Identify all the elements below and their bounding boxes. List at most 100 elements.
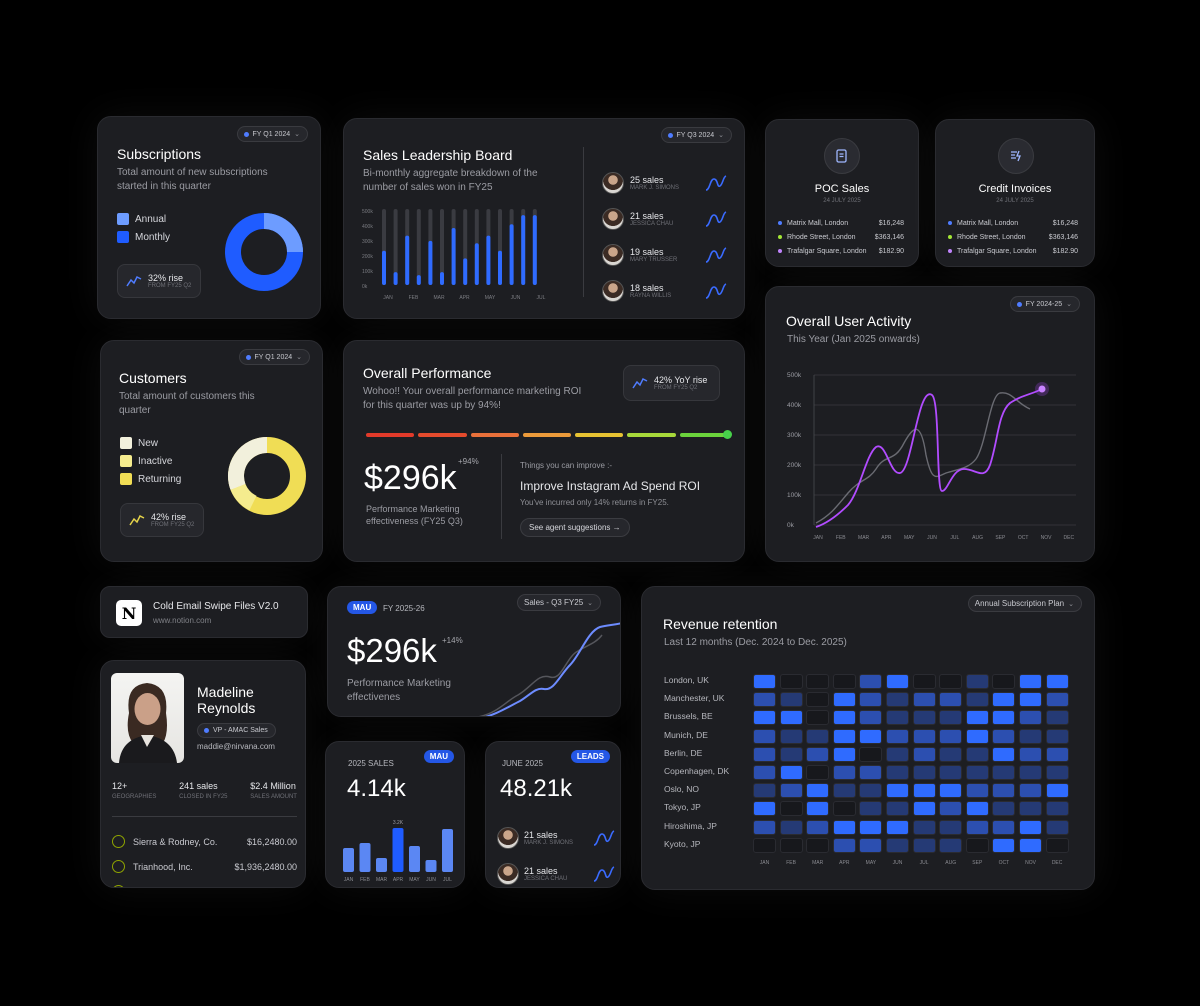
heatmap-cell[interactable] [1045, 837, 1069, 853]
heatmap-cell[interactable] [965, 801, 989, 817]
heatmap-cell[interactable] [992, 783, 1016, 799]
heatmap-cell[interactable] [1045, 783, 1069, 799]
heatmap-cell[interactable] [806, 765, 830, 780]
heatmap-cell[interactable] [806, 746, 830, 762]
retention-plan-dropdown[interactable]: Annual Subscription Plan ⌄ [967, 595, 1082, 612]
heatmap-cell[interactable] [806, 783, 830, 799]
profile-email[interactable]: maddie@nirvana.com [197, 742, 275, 751]
heatmap-cell[interactable] [886, 746, 909, 762]
heatmap-cell[interactable] [1045, 674, 1069, 689]
heatmap-cell[interactable] [886, 819, 909, 835]
heatmap-cell[interactable] [806, 692, 830, 708]
heatmap-cell[interactable] [832, 765, 856, 780]
heatmap-cell[interactable] [779, 837, 803, 853]
mau-sales-dropdown[interactable]: Sales - Q3 FY25 ⌄ [517, 594, 602, 611]
heatmap-cell[interactable] [832, 819, 856, 835]
heatmap-cell[interactable] [1045, 710, 1069, 726]
heatmap-cell[interactable] [939, 801, 963, 817]
heatmap-cell[interactable] [1045, 801, 1069, 817]
heatmap-cell[interactable] [1019, 710, 1042, 726]
leaderboard-person[interactable]: 19 sales MARY TRUSSER [602, 237, 727, 273]
subscriptions-period-dropdown[interactable]: FY Q1 2024 ⌄ [236, 126, 308, 142]
heatmap-cell[interactable] [779, 710, 803, 726]
heatmap-cell[interactable] [753, 783, 776, 799]
heatmap-cell[interactable] [965, 783, 989, 799]
heatmap-cell[interactable] [912, 837, 936, 853]
heatmap-cell[interactable] [992, 692, 1016, 708]
heatmap-cell[interactable] [1019, 765, 1042, 780]
heatmap-cell[interactable] [832, 837, 856, 853]
heatmap-cell[interactable] [886, 674, 909, 689]
heatmap-cell[interactable] [886, 765, 909, 780]
heatmap-cell[interactable] [992, 819, 1016, 835]
heatmap-cell[interactable] [992, 765, 1016, 780]
heatmap-cell[interactable] [965, 710, 989, 726]
heatmap-cell[interactable] [965, 728, 989, 744]
heatmap-cell[interactable] [779, 746, 803, 762]
heatmap-cell[interactable] [753, 728, 776, 744]
heatmap-cell[interactable] [939, 819, 963, 835]
heatmap-cell[interactable] [886, 728, 909, 744]
heatmap-cell[interactable] [859, 819, 883, 835]
heatmap-cell[interactable] [859, 837, 883, 853]
heatmap-cell[interactable] [859, 692, 883, 708]
heatmap-cell[interactable] [886, 837, 909, 853]
heatmap-cell[interactable] [939, 728, 963, 744]
heatmap-cell[interactable] [912, 765, 936, 780]
heatmap-cell[interactable] [965, 674, 989, 689]
heatmap-cell[interactable] [806, 710, 830, 726]
heatmap-cell[interactable] [806, 801, 830, 817]
heatmap-cell[interactable] [832, 801, 856, 817]
heatmap-cell[interactable] [1019, 692, 1042, 708]
heatmap-cell[interactable] [859, 783, 883, 799]
heatmap-cell[interactable] [832, 746, 856, 762]
client-row[interactable]: Trianhood, Inc. $1,936,2480.00 [112, 879, 297, 887]
heatmap-cell[interactable] [886, 710, 909, 726]
heatmap-cell[interactable] [992, 674, 1016, 689]
heatmap-cell[interactable] [1045, 765, 1069, 780]
heatmap-cell[interactable] [753, 692, 776, 708]
heatmap-cell[interactable] [779, 674, 803, 689]
heatmap-cell[interactable] [753, 801, 776, 817]
see-agent-suggestions-button[interactable]: See agent suggestions → [520, 518, 630, 537]
heatmap-cell[interactable] [912, 692, 936, 708]
heatmap-cell[interactable] [859, 728, 883, 744]
heatmap-cell[interactable] [992, 728, 1016, 744]
heatmap-cell[interactable] [1019, 783, 1042, 799]
heatmap-cell[interactable] [1019, 837, 1042, 853]
heatmap-cell[interactable] [779, 728, 803, 744]
heatmap-cell[interactable] [912, 801, 936, 817]
heatmap-cell[interactable] [939, 692, 963, 708]
heatmap-cell[interactable] [992, 710, 1016, 726]
heatmap-cell[interactable] [779, 783, 803, 799]
heatmap-cell[interactable] [832, 728, 856, 744]
heatmap-cell[interactable] [886, 692, 909, 708]
heatmap-cell[interactable] [779, 765, 803, 780]
heatmap-cell[interactable] [1019, 728, 1042, 744]
heatmap-cell[interactable] [912, 783, 936, 799]
highlight-point[interactable] [1038, 385, 1046, 393]
heatmap-cell[interactable] [965, 819, 989, 835]
heatmap-cell[interactable] [992, 801, 1016, 817]
heatmap-cell[interactable] [992, 837, 1016, 853]
leads-person[interactable]: 21 sales MARK J. SIMONS [497, 820, 615, 856]
client-row[interactable]: Sierra & Rodney, Co. $16,2480.00 [112, 829, 297, 854]
heatmap-cell[interactable] [912, 710, 936, 726]
leads-person[interactable]: 21 sales JESSICA CHAU [497, 856, 615, 892]
heatmap-cell[interactable] [832, 710, 856, 726]
notion-card[interactable]: N Cold Email Swipe Files V2.0 www.notion… [100, 586, 308, 638]
heatmap-cell[interactable] [1019, 674, 1042, 689]
heatmap-cell[interactable] [779, 801, 803, 817]
heatmap-cell[interactable] [806, 819, 830, 835]
heatmap-cell[interactable] [859, 674, 883, 689]
heatmap-cell[interactable] [753, 710, 776, 726]
heatmap-cell[interactable] [965, 837, 989, 853]
leaderboard-person[interactable]: 25 sales MARK J. SIMONS [602, 165, 727, 201]
heatmap-cell[interactable] [859, 801, 883, 817]
heatmap-cell[interactable] [939, 746, 963, 762]
customers-period-dropdown[interactable]: FY Q1 2024 ⌄ [238, 349, 310, 365]
leaderboard-period-dropdown[interactable]: FY Q3 2024 ⌄ [660, 127, 732, 143]
heatmap-cell[interactable] [1045, 728, 1069, 744]
heatmap-cell[interactable] [1045, 819, 1069, 835]
heatmap-cell[interactable] [1019, 801, 1042, 817]
